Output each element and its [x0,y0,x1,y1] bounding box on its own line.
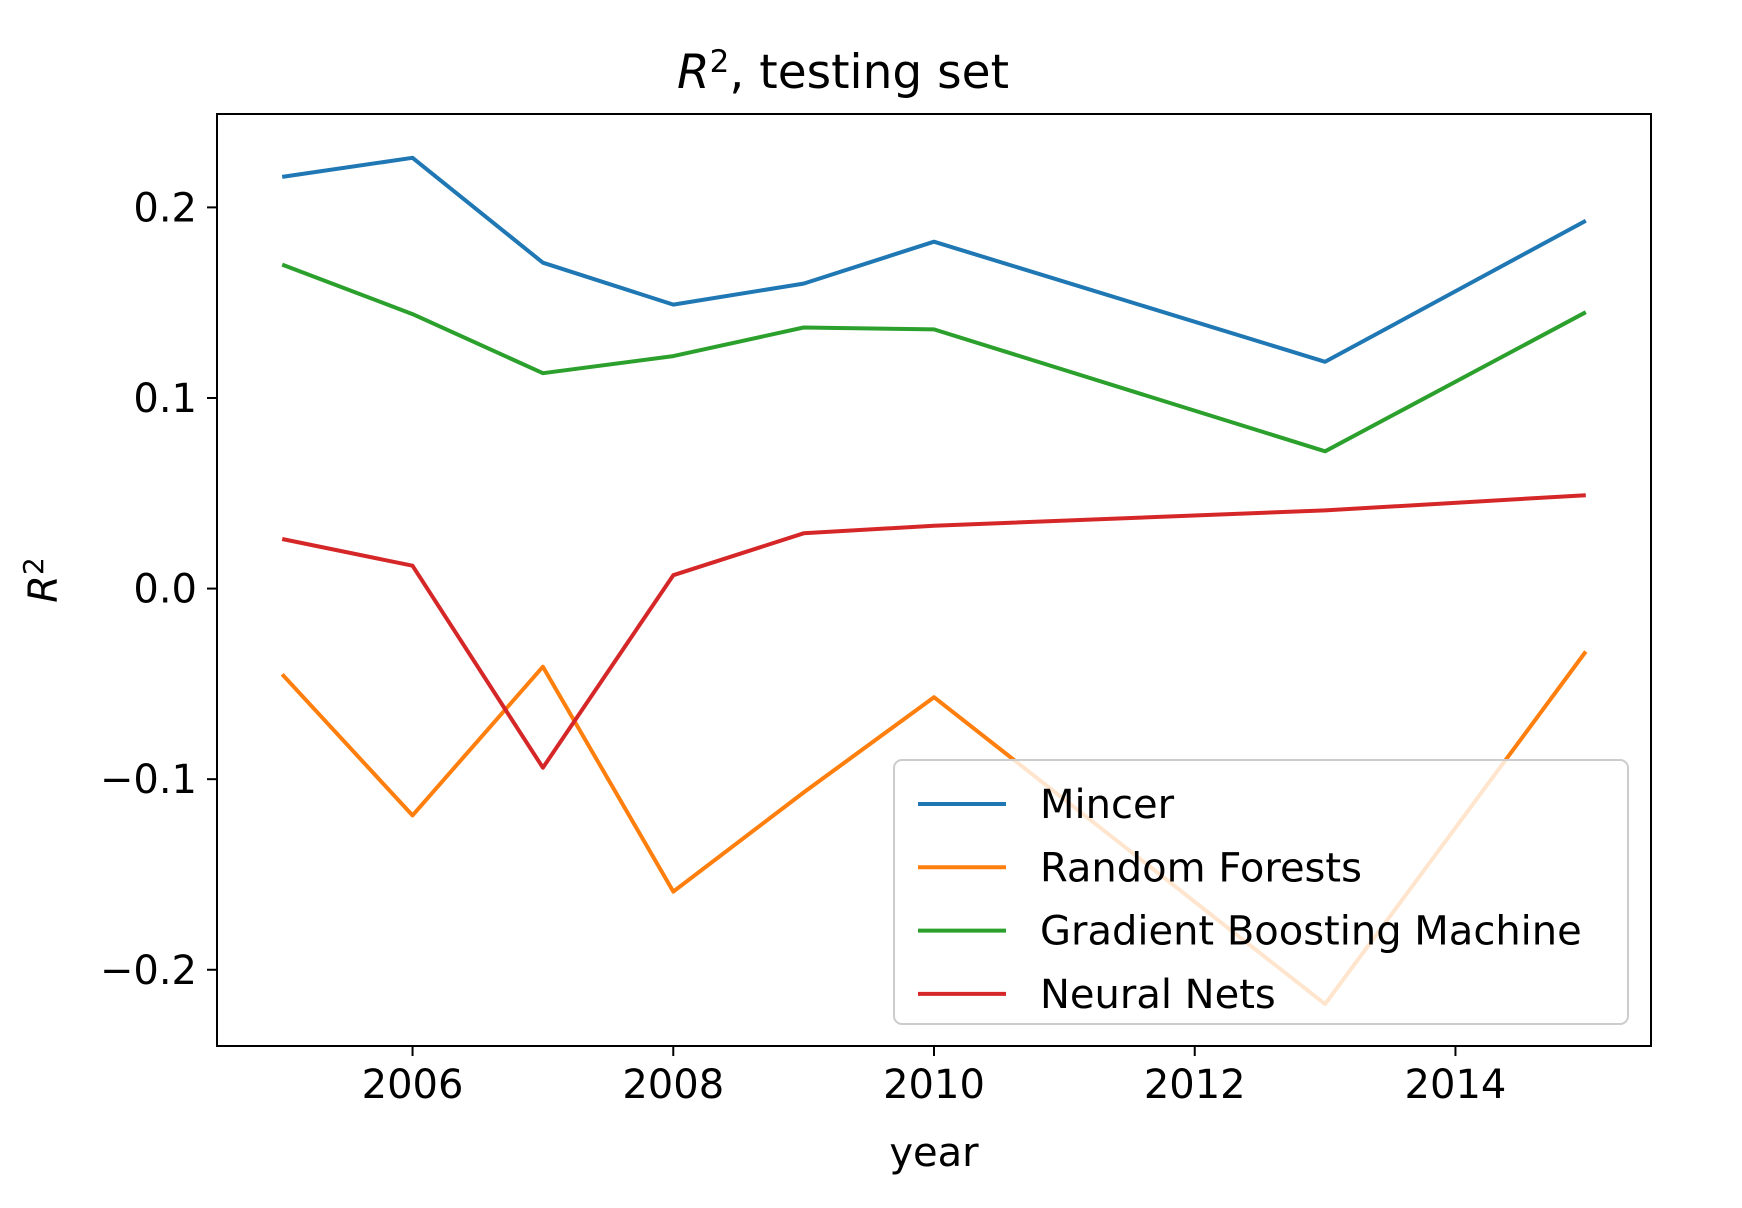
x-tick-label: 2012 [1144,1062,1246,1108]
y-axis-label-symbol: R [21,575,67,603]
y-axis-label: R2 [17,557,67,603]
y-tick-label: −0.2 [100,948,197,994]
legend-box [893,759,1629,1025]
series-line-gradient-boosting-machine [281,262,1587,454]
x-tick-label: 2014 [1405,1062,1507,1108]
y-tick-label: 0.1 [133,376,197,422]
legend-label: Random Forests [1040,845,1362,891]
chart-title-rest: , testing set [729,45,1009,100]
series-line-neural-nets [281,493,1586,770]
chart-title: R2, testing set [677,44,1009,100]
x-tick-label: 2006 [362,1062,464,1108]
chart-title-symbol: R [677,45,710,100]
series-line-mincer [281,155,1587,364]
legend-label: Gradient Boosting Machine [1040,909,1582,955]
x-axis-label: year [889,1130,979,1176]
x-axis: 2006 2008 2010 2012 2014 [362,1046,1507,1108]
legend-label: Mincer [1040,782,1175,828]
x-tick-label: 2008 [622,1062,724,1108]
y-axis-label-superscript: 2 [17,557,50,575]
x-tick-label: 2010 [883,1062,985,1108]
legend: Mincer Random Forests Gradient Boosting Ma… [893,759,1629,1025]
svg-text:R2: R2 [17,557,67,603]
y-tick-label: 0.0 [133,567,197,613]
chart-title-superscript: 2 [710,44,730,80]
legend-label: Neural Nets [1040,972,1276,1018]
y-tick-label: −0.1 [100,757,197,803]
y-tick-label: 0.2 [133,185,197,231]
y-axis: −0.2 −0.1 0.0 0.1 0.2 [100,185,217,994]
